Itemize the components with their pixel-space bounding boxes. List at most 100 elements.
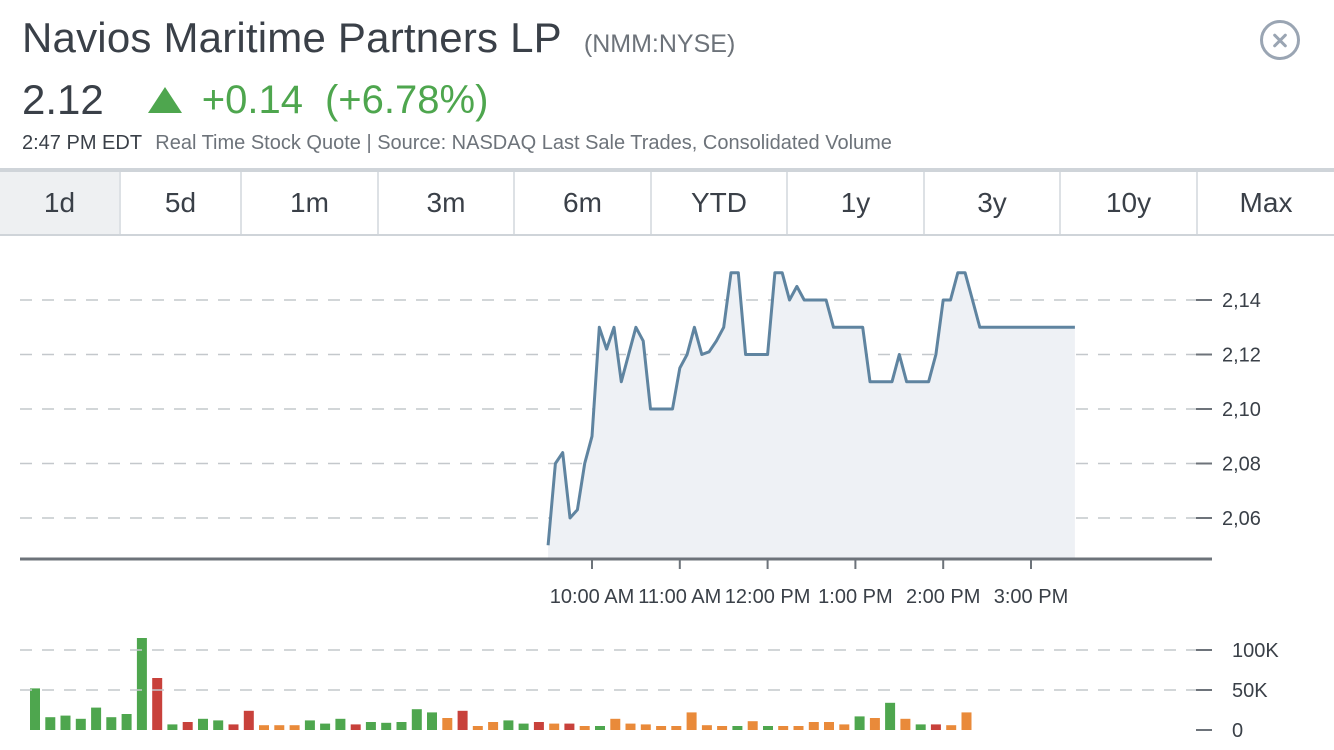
volume-bar [732,726,743,730]
close-icon[interactable] [1260,20,1300,60]
volume-bar [900,718,911,730]
volume-bar [152,678,163,730]
volume-tick-label: 100K [1232,640,1279,662]
range-tabs: 1d 5d 1m 3m 6m YTD 1y 3y 10y Max [0,168,1334,236]
volume-bar [91,707,102,730]
quote-time: 2:47 PM EDT [22,132,142,154]
volume-bar [640,724,651,730]
x-tick-label: 11:00 AM [638,586,721,608]
tab-ytd[interactable]: YTD [652,172,788,234]
volume-bar [595,726,605,730]
price-line [546,271,1075,546]
volume-bar [30,688,40,730]
tab-1d[interactable]: 1d [0,172,121,234]
volume-bar [946,725,957,730]
volume-bar [289,725,300,730]
volume-bar [869,718,880,730]
volume-bar [503,720,514,730]
volume-bar [579,726,590,730]
volume-bar [106,717,117,730]
volume-bar [259,725,269,730]
volume-tick-label: 50K [1232,680,1268,702]
volume-bar [488,722,499,730]
y-tick-label: 2,14 [1222,290,1261,312]
volume-bar [656,726,667,730]
volume-bar [961,712,972,730]
volume-bar [121,714,132,730]
volume-bar [808,722,819,730]
y-tick-label: 2,08 [1222,454,1261,476]
volume-bar [549,723,560,730]
volume-bar [824,722,834,730]
volume-bar [747,721,758,730]
tab-1y[interactable]: 1y [788,172,925,234]
x-tick-label: 3:00 PM [994,586,1068,608]
volume-bar [45,717,56,730]
volume-bar [320,723,331,730]
volume-bar [885,702,896,730]
tab-3y[interactable]: 3y [925,172,1061,234]
quote-source: Real Time Stock Quote | Source: NASDAQ L… [155,132,892,154]
volume-bar [365,722,376,730]
tab-10y[interactable]: 10y [1061,172,1198,234]
volume-bar [274,725,285,730]
volume-bar [671,726,682,730]
price-change: +0.14 [201,77,303,122]
volume-bar [564,723,575,730]
volume-bar [472,726,483,730]
volume-bar [304,720,315,730]
price-volume-chart[interactable]: 2,06 2,08 2,10 2,12 2,14 10:00 AM 11:00 AM 12:0… [0,236,1334,750]
y-tick-label: 2,06 [1222,508,1261,530]
y-tick-label: 2,12 [1222,345,1261,367]
company-name: Navios Maritime Partners LP [22,14,562,61]
volume-bar [442,718,453,730]
volume-bar [533,722,544,730]
volume-bar [915,724,926,730]
tab-max[interactable]: Max [1239,187,1293,218]
volume-bar [930,724,941,730]
price-change-percent: (+6.78%) [324,77,489,122]
tab-1m[interactable]: 1m [242,172,379,234]
volume-bar [457,710,468,730]
tab-5d[interactable]: 5d [121,172,242,234]
volume-bar [625,723,636,730]
volume-bar [381,722,392,730]
up-arrow-icon [147,87,182,113]
volume-bar [60,715,71,730]
volume-bar [793,726,804,730]
tab-6m[interactable]: 6m [515,172,652,234]
volume-bar [717,726,728,730]
volume-bar [854,716,865,730]
x-tick-label: 2:00 PM [906,586,980,608]
volume-bar [182,722,193,730]
volume-bar [411,709,422,730]
tab-3m[interactable]: 3m [379,172,515,234]
last-price: 2.12 [22,76,104,123]
volume-bar [778,726,789,730]
y-tick-label: 2,10 [1222,399,1261,421]
price-area [548,272,1075,559]
title-row: Navios Maritime Partners LP (NMM:NYSE) [22,14,1334,80]
volume-bar [335,718,346,730]
volume-bar [686,712,697,730]
volume-bar [427,712,437,730]
volume-bar [763,726,773,730]
x-tick-label: 10:00 AM [550,586,635,608]
volume-bar [167,724,178,730]
volume-bar [701,725,712,730]
volume-bar [518,723,529,730]
volume-bar [839,724,850,730]
volume-bar [213,720,224,730]
volume-bar [198,718,208,730]
quote-meta: 2:47 PM EDT Real Time Stock Quote | Sour… [22,132,1334,155]
volume-tick-label: 0 [1232,720,1243,742]
volume-bar [228,724,239,730]
volume-bar [243,710,254,730]
volume-bar [396,722,407,730]
quote-row: 2.12 +0.14 (+6.78%) [22,76,1334,123]
volume-bar [75,718,86,730]
x-tick-label: 12:00 PM [725,586,811,608]
x-tick-label: 1:00 PM [818,586,892,608]
volume-bar [610,718,621,730]
volume-bar [350,724,361,730]
